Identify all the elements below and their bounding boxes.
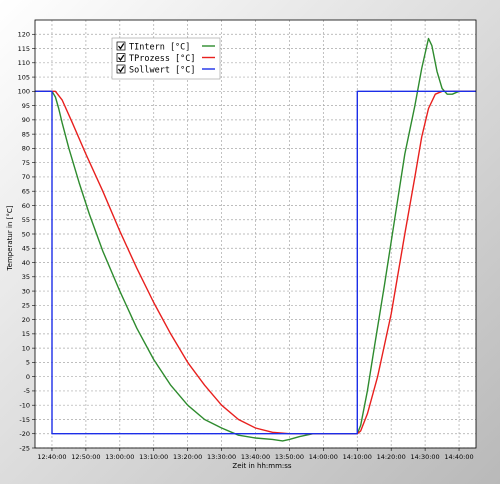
y-tick-label: -10: [19, 402, 30, 410]
x-tick-label: 13:20:00: [173, 453, 202, 461]
y-tick-label: 70: [22, 173, 30, 181]
y-tick-label: 40: [22, 259, 30, 267]
y-tick-label: 55: [22, 216, 30, 224]
y-tick-label: 75: [22, 159, 30, 167]
y-tick-label: 20: [22, 316, 30, 324]
y-tick-label: 5: [26, 359, 30, 367]
x-tick-label: 14:40:00: [444, 453, 473, 461]
x-tick-label: 13:00:00: [105, 453, 134, 461]
legend-box: [111, 37, 221, 80]
legend-checkbox-tprozess[interactable]: [116, 53, 126, 62]
y-tick-label: -15: [19, 416, 30, 424]
y-axis-title: Temperatur in [°C]: [6, 205, 14, 271]
y-tick-label: 65: [22, 188, 30, 196]
y-tick-label: 100: [18, 88, 30, 96]
y-tick-label: 85: [22, 130, 30, 138]
y-tick-label: -20: [19, 430, 30, 438]
x-tick-label: 13:30:00: [207, 453, 236, 461]
series-line-sollwert: [35, 90, 476, 435]
y-tick-label: 110: [18, 59, 30, 67]
x-tick-label: 13:50:00: [275, 453, 304, 461]
y-tick-label: 0: [26, 373, 30, 381]
y-tick-label: 95: [22, 102, 30, 110]
x-tick-label: 13:10:00: [139, 453, 168, 461]
x-tick-label: 12:40:00: [37, 453, 66, 461]
x-tick-label: 12:50:00: [71, 453, 100, 461]
y-tick-label: 90: [22, 116, 30, 124]
y-tick-label: 115: [18, 45, 30, 53]
y-tick-label: 60: [22, 202, 30, 210]
y-tick-label: 45: [22, 245, 30, 253]
y-tick-label: 35: [22, 273, 30, 281]
y-tick-label: 50: [22, 230, 30, 238]
legend-label-sollwert: Sollwert [°C]: [129, 66, 196, 76]
x-tick-label: 14:10:00: [343, 453, 372, 461]
legend: TIntern [°C]TProzess [°C] Sollwert [°C]: [111, 37, 221, 80]
legend-label-tintern: TIntern [°C]: [129, 43, 190, 53]
y-tick-label: 120: [18, 31, 30, 39]
y-tick-label: 10: [22, 344, 30, 352]
x-tick-label: 13:40:00: [241, 453, 270, 461]
check-icon: [117, 66, 125, 73]
series-line-tintern: [35, 37, 476, 442]
series-line-tprozess: [35, 90, 476, 435]
y-tick-label: 25: [22, 302, 30, 310]
x-tick-label: 14:20:00: [377, 453, 406, 461]
y-tick-label: 30: [22, 287, 30, 295]
legend-checkbox-tintern[interactable]: [116, 41, 126, 51]
y-tick-label: 105: [18, 73, 30, 81]
x-tick-label: 14:00:00: [309, 453, 338, 461]
legend-checkbox-sollwert[interactable]: [116, 64, 126, 74]
x-tick-label: 14:30:00: [411, 453, 440, 461]
check-icon: [117, 54, 125, 62]
legend-label-tprozess: TProzess [°C]: [129, 54, 196, 64]
y-tick-label: 15: [22, 330, 30, 338]
y-tick-label: 80: [22, 145, 30, 153]
check-icon: [117, 43, 125, 50]
y-tick-label: -5: [24, 387, 30, 395]
x-axis-title: Zeit in hh:mm:ss: [232, 462, 291, 470]
y-tick-label: -25: [19, 444, 30, 452]
